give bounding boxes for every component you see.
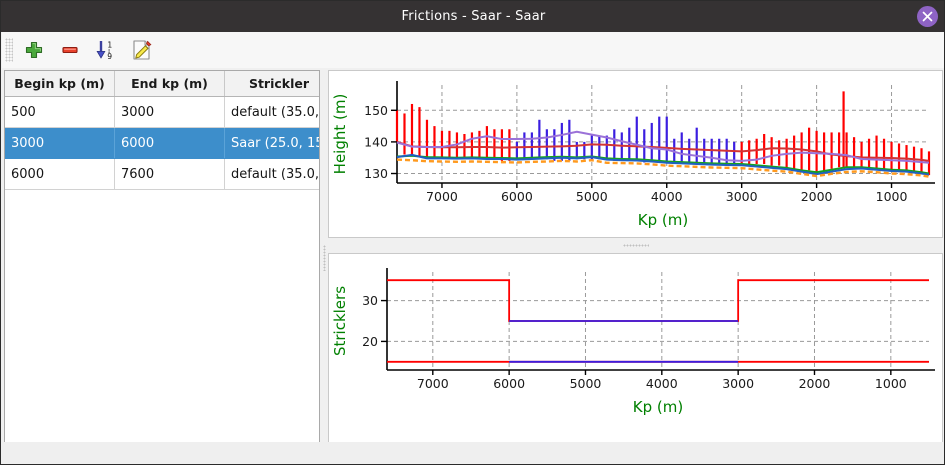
window-title: Frictions - Saar - Saar <box>402 9 546 24</box>
add-row-button[interactable] <box>16 33 52 67</box>
sort-button[interactable]: 1 9 <box>88 33 124 67</box>
x-tick-label: 1000 <box>875 376 907 391</box>
x-axis-title: Kp (m) <box>638 211 688 229</box>
cell-strickler[interactable]: Saar (25.0, 15.0) <box>225 128 321 159</box>
x-tick-label: 2000 <box>799 376 831 391</box>
plus-icon <box>23 39 45 61</box>
x-tick-label: 7000 <box>426 189 458 204</box>
cell-begin-kp[interactable]: 6000 <box>5 159 115 190</box>
splitter-grip <box>323 245 326 271</box>
stricklers-plot: 7000 6000 5000 4000 3000 2000 1000 20 30 Kp (m) St… <box>329 254 942 445</box>
x-tick-label: 7000 <box>417 376 449 391</box>
x-tick-label: 3000 <box>726 189 758 204</box>
x-axis-title: Kp (m) <box>633 398 683 416</box>
splitter-grip <box>623 244 649 247</box>
edit-button[interactable] <box>124 33 160 67</box>
table-row[interactable]: 3000 6000 Saar (25.0, 15.0) <box>5 128 320 159</box>
x-tick-label: 2000 <box>801 189 833 204</box>
vertical-splitter[interactable] <box>321 70 328 446</box>
table-header-row: Begin kp (m) End kp (m) Strickler <box>5 71 320 97</box>
stricklers-chart: 7000 6000 5000 4000 3000 2000 1000 20 30 Kp (m) St… <box>328 253 943 446</box>
edit-document-icon <box>130 38 154 62</box>
x-tick-label: 1000 <box>876 189 908 204</box>
frictions-table-pane: Begin kp (m) End kp (m) Strickler 500 30… <box>4 70 320 446</box>
frictions-window: Frictions - Saar - Saar 1 <box>0 0 945 465</box>
toolbar-grip[interactable] <box>5 38 13 62</box>
x-tick-label: 3000 <box>722 376 754 391</box>
svg-text:1: 1 <box>107 40 112 49</box>
y-tick-label: 20 <box>362 334 378 349</box>
y-tick-label: 130 <box>364 166 388 181</box>
height-profile-chart: 7000 6000 5000 4000 3000 2000 1000 130 140 150 Kp … <box>328 70 943 238</box>
horizontal-splitter[interactable] <box>328 238 943 253</box>
y-axis-title: Stricklers <box>331 286 349 356</box>
x-tick-label: 6000 <box>493 376 525 391</box>
column-header-strickler[interactable]: Strickler <box>225 71 321 97</box>
minus-icon <box>59 39 81 61</box>
x-tick-label: 4000 <box>651 189 683 204</box>
content-area: Begin kp (m) End kp (m) Strickler 500 30… <box>2 68 945 464</box>
cell-begin-kp[interactable]: 3000 <box>5 128 115 159</box>
x-tick-label: 4000 <box>646 376 678 391</box>
x-tick-label: 5000 <box>570 376 602 391</box>
frictions-table: Begin kp (m) End kp (m) Strickler 500 30… <box>5 71 320 190</box>
y-tick-label: 30 <box>362 293 378 308</box>
cell-begin-kp[interactable]: 500 <box>5 97 115 128</box>
y-axis-title: Height (m) <box>331 94 349 175</box>
cell-end-kp[interactable]: 6000 <box>115 128 225 159</box>
close-icon <box>922 11 933 22</box>
cell-end-kp[interactable]: 7600 <box>115 159 225 190</box>
height-profile-plot: 7000 6000 5000 4000 3000 2000 1000 130 140 150 Kp … <box>329 71 942 237</box>
y-tick-label: 150 <box>364 103 388 118</box>
x-tick-label: 6000 <box>501 189 533 204</box>
column-header-end-kp[interactable]: End kp (m) <box>115 71 225 97</box>
sort-descending-icon: 1 9 <box>94 38 118 62</box>
charts-column: 7000 6000 5000 4000 3000 2000 1000 130 140 150 Kp … <box>328 70 943 446</box>
cell-strickler[interactable]: default (35.0, … <box>225 97 321 128</box>
x-tick-label: 5000 <box>576 189 608 204</box>
status-bar <box>2 442 945 463</box>
y-tick-label: 140 <box>364 134 388 149</box>
cell-strickler[interactable]: default (35.0, … <box>225 159 321 190</box>
table-row[interactable]: 500 3000 default (35.0, … <box>5 97 320 128</box>
toolbar: 1 9 <box>2 32 945 69</box>
svg-text:9: 9 <box>107 52 112 61</box>
cell-end-kp[interactable]: 3000 <box>115 97 225 128</box>
remove-row-button[interactable] <box>52 33 88 67</box>
close-button[interactable] <box>917 6 938 27</box>
titlebar: Frictions - Saar - Saar <box>1 1 945 32</box>
table-row[interactable]: 6000 7600 default (35.0, … <box>5 159 320 190</box>
major-strickler-red <box>387 280 929 321</box>
column-header-begin-kp[interactable]: Begin kp (m) <box>5 71 115 97</box>
